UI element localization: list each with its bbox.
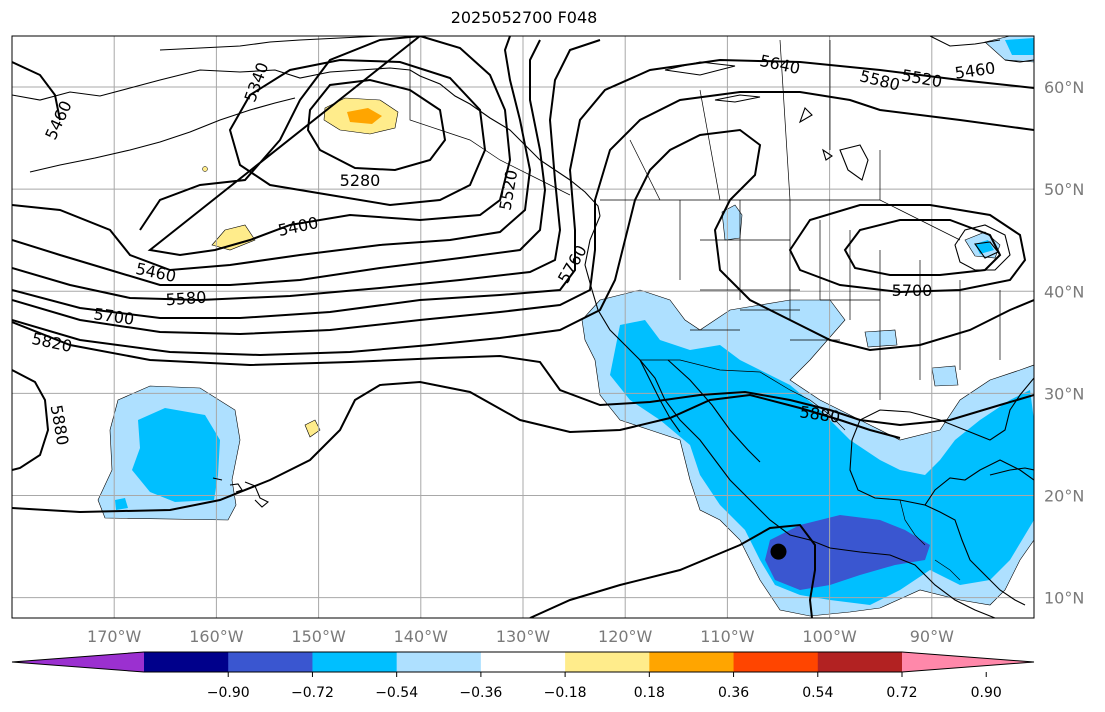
colorbar-extend-low — [12, 652, 144, 672]
colorbar-tick-label: −0.72 — [291, 685, 334, 701]
colorbar-bin — [480, 652, 566, 672]
contour-5700-inner — [843, 219, 1002, 276]
field-kansas — [864, 329, 898, 348]
contour-5460-b — [12, 61, 61, 121]
border-mexico-south — [899, 499, 961, 581]
border-us-mexico — [640, 359, 846, 431]
coast-west-us — [584, 215, 996, 618]
coast-canada-north — [929, 36, 1034, 63]
lon-label: 160°W — [189, 627, 244, 646]
border-canada-prov — [629, 39, 881, 201]
coast-gulf — [849, 377, 1034, 506]
coast-islands — [664, 61, 833, 161]
latitude-labels: 60°N 50°N 40°N 30°N 20°N 10°N — [1044, 78, 1084, 608]
contour-5520 — [12, 39, 547, 286]
coast-aleutians — [29, 97, 296, 173]
lon-label: 170°W — [87, 627, 142, 646]
lat-label: 50°N — [1044, 180, 1084, 199]
colorbar-tick-label: 0.90 — [971, 685, 1002, 701]
lon-label: 130°W — [496, 627, 551, 646]
field-dot-yellow — [202, 166, 208, 172]
lat-label: 10°N — [1044, 589, 1084, 608]
coast-cuba — [989, 467, 1034, 476]
colorbar-bin — [144, 652, 229, 672]
contour-label: 5280 — [340, 171, 381, 190]
colorbar-outline — [11, 651, 1035, 673]
lon-label: 140°W — [394, 627, 449, 646]
contour-5880-b — [12, 380, 901, 514]
coast-ak-north — [159, 36, 381, 51]
colorbar-extend-high — [902, 652, 1034, 672]
field-mexico-mid — [610, 320, 1034, 605]
coast-gulf-california — [667, 359, 761, 463]
contour-5400 — [139, 36, 512, 257]
colorbar-tick-label: −0.90 — [207, 685, 250, 701]
lon-label: 150°W — [291, 627, 346, 646]
borders — [409, 36, 1001, 581]
lat-label: 30°N — [1044, 384, 1084, 403]
lon-label: 100°W — [802, 627, 857, 646]
field-gulf-alaska-orange — [347, 108, 382, 124]
shaded-fields — [97, 36, 1034, 617]
contour-5640 — [12, 58, 1034, 319]
colorbar-tick-label: 0.54 — [802, 685, 833, 701]
field-hawaii-mid — [132, 408, 220, 502]
field-hawaii-yellow — [304, 419, 321, 438]
colorbar-tick-label: −0.18 — [544, 685, 587, 701]
contour-5340 — [228, 58, 487, 207]
contour-5460-a — [12, 36, 532, 272]
coast-hudson — [839, 144, 869, 181]
field-gulf — [931, 365, 959, 387]
longitude-labels: 170°W 160°W 150°W 140°W 130°W 120°W 110°W 100°W… — [87, 627, 954, 646]
colorbar-bin — [312, 652, 398, 672]
colorbar-bin — [817, 652, 903, 672]
colorbar-tick-label: −0.36 — [459, 685, 502, 701]
contour-5760 — [12, 128, 1034, 357]
colorbar-tick-label: 0.18 — [634, 685, 665, 701]
lon-label: 120°W — [598, 627, 653, 646]
border-states — [679, 200, 1001, 400]
field-ne-corner-inner — [1005, 38, 1034, 55]
colorbar-tick-label: 0.36 — [718, 685, 749, 701]
colorbar-bin — [649, 652, 735, 672]
map-title: 2025052700 F048 — [450, 8, 598, 27]
coast-yucatan — [924, 504, 1026, 606]
contour-5700-closed — [788, 204, 1027, 294]
lat-label: 20°N — [1044, 486, 1084, 505]
coast-hawaii — [212, 477, 269, 508]
graticule — [12, 36, 1034, 618]
colorbar-tick-label: 0.72 — [886, 685, 917, 701]
contour-5820 — [12, 321, 1034, 427]
field-hawaii-sw — [115, 498, 128, 510]
lat-label: 60°N — [1044, 78, 1084, 97]
contour-label: 5700 — [892, 281, 933, 300]
lon-label: 110°W — [700, 627, 755, 646]
lat-label: 40°N — [1044, 282, 1084, 301]
colorbar-bin — [565, 652, 650, 672]
colorbar-bin — [733, 652, 819, 672]
lon-label: 90°W — [910, 627, 954, 646]
height-contours — [12, 36, 1034, 618]
colorbar-bin — [228, 652, 313, 672]
map-frame — [11, 35, 1035, 619]
storm-marker — [770, 543, 787, 560]
contour-5700 — [12, 91, 1034, 336]
colorbar: −0.90 −0.72 −0.54 −0.36 −0.18 0.18 0.36 0.54 0.7… — [11, 651, 1035, 701]
coastlines — [12, 36, 1034, 618]
contour-5880-c — [529, 523, 816, 618]
contour-5580 — [12, 39, 601, 302]
field-aleutian-yellow — [211, 224, 256, 251]
contour-label: 5580 — [165, 288, 207, 310]
contour-5880-a — [12, 369, 50, 471]
colorbar-bin — [396, 652, 482, 672]
colorbar-tick-label: −0.54 — [375, 685, 418, 701]
border-ak-canada — [409, 36, 571, 196]
